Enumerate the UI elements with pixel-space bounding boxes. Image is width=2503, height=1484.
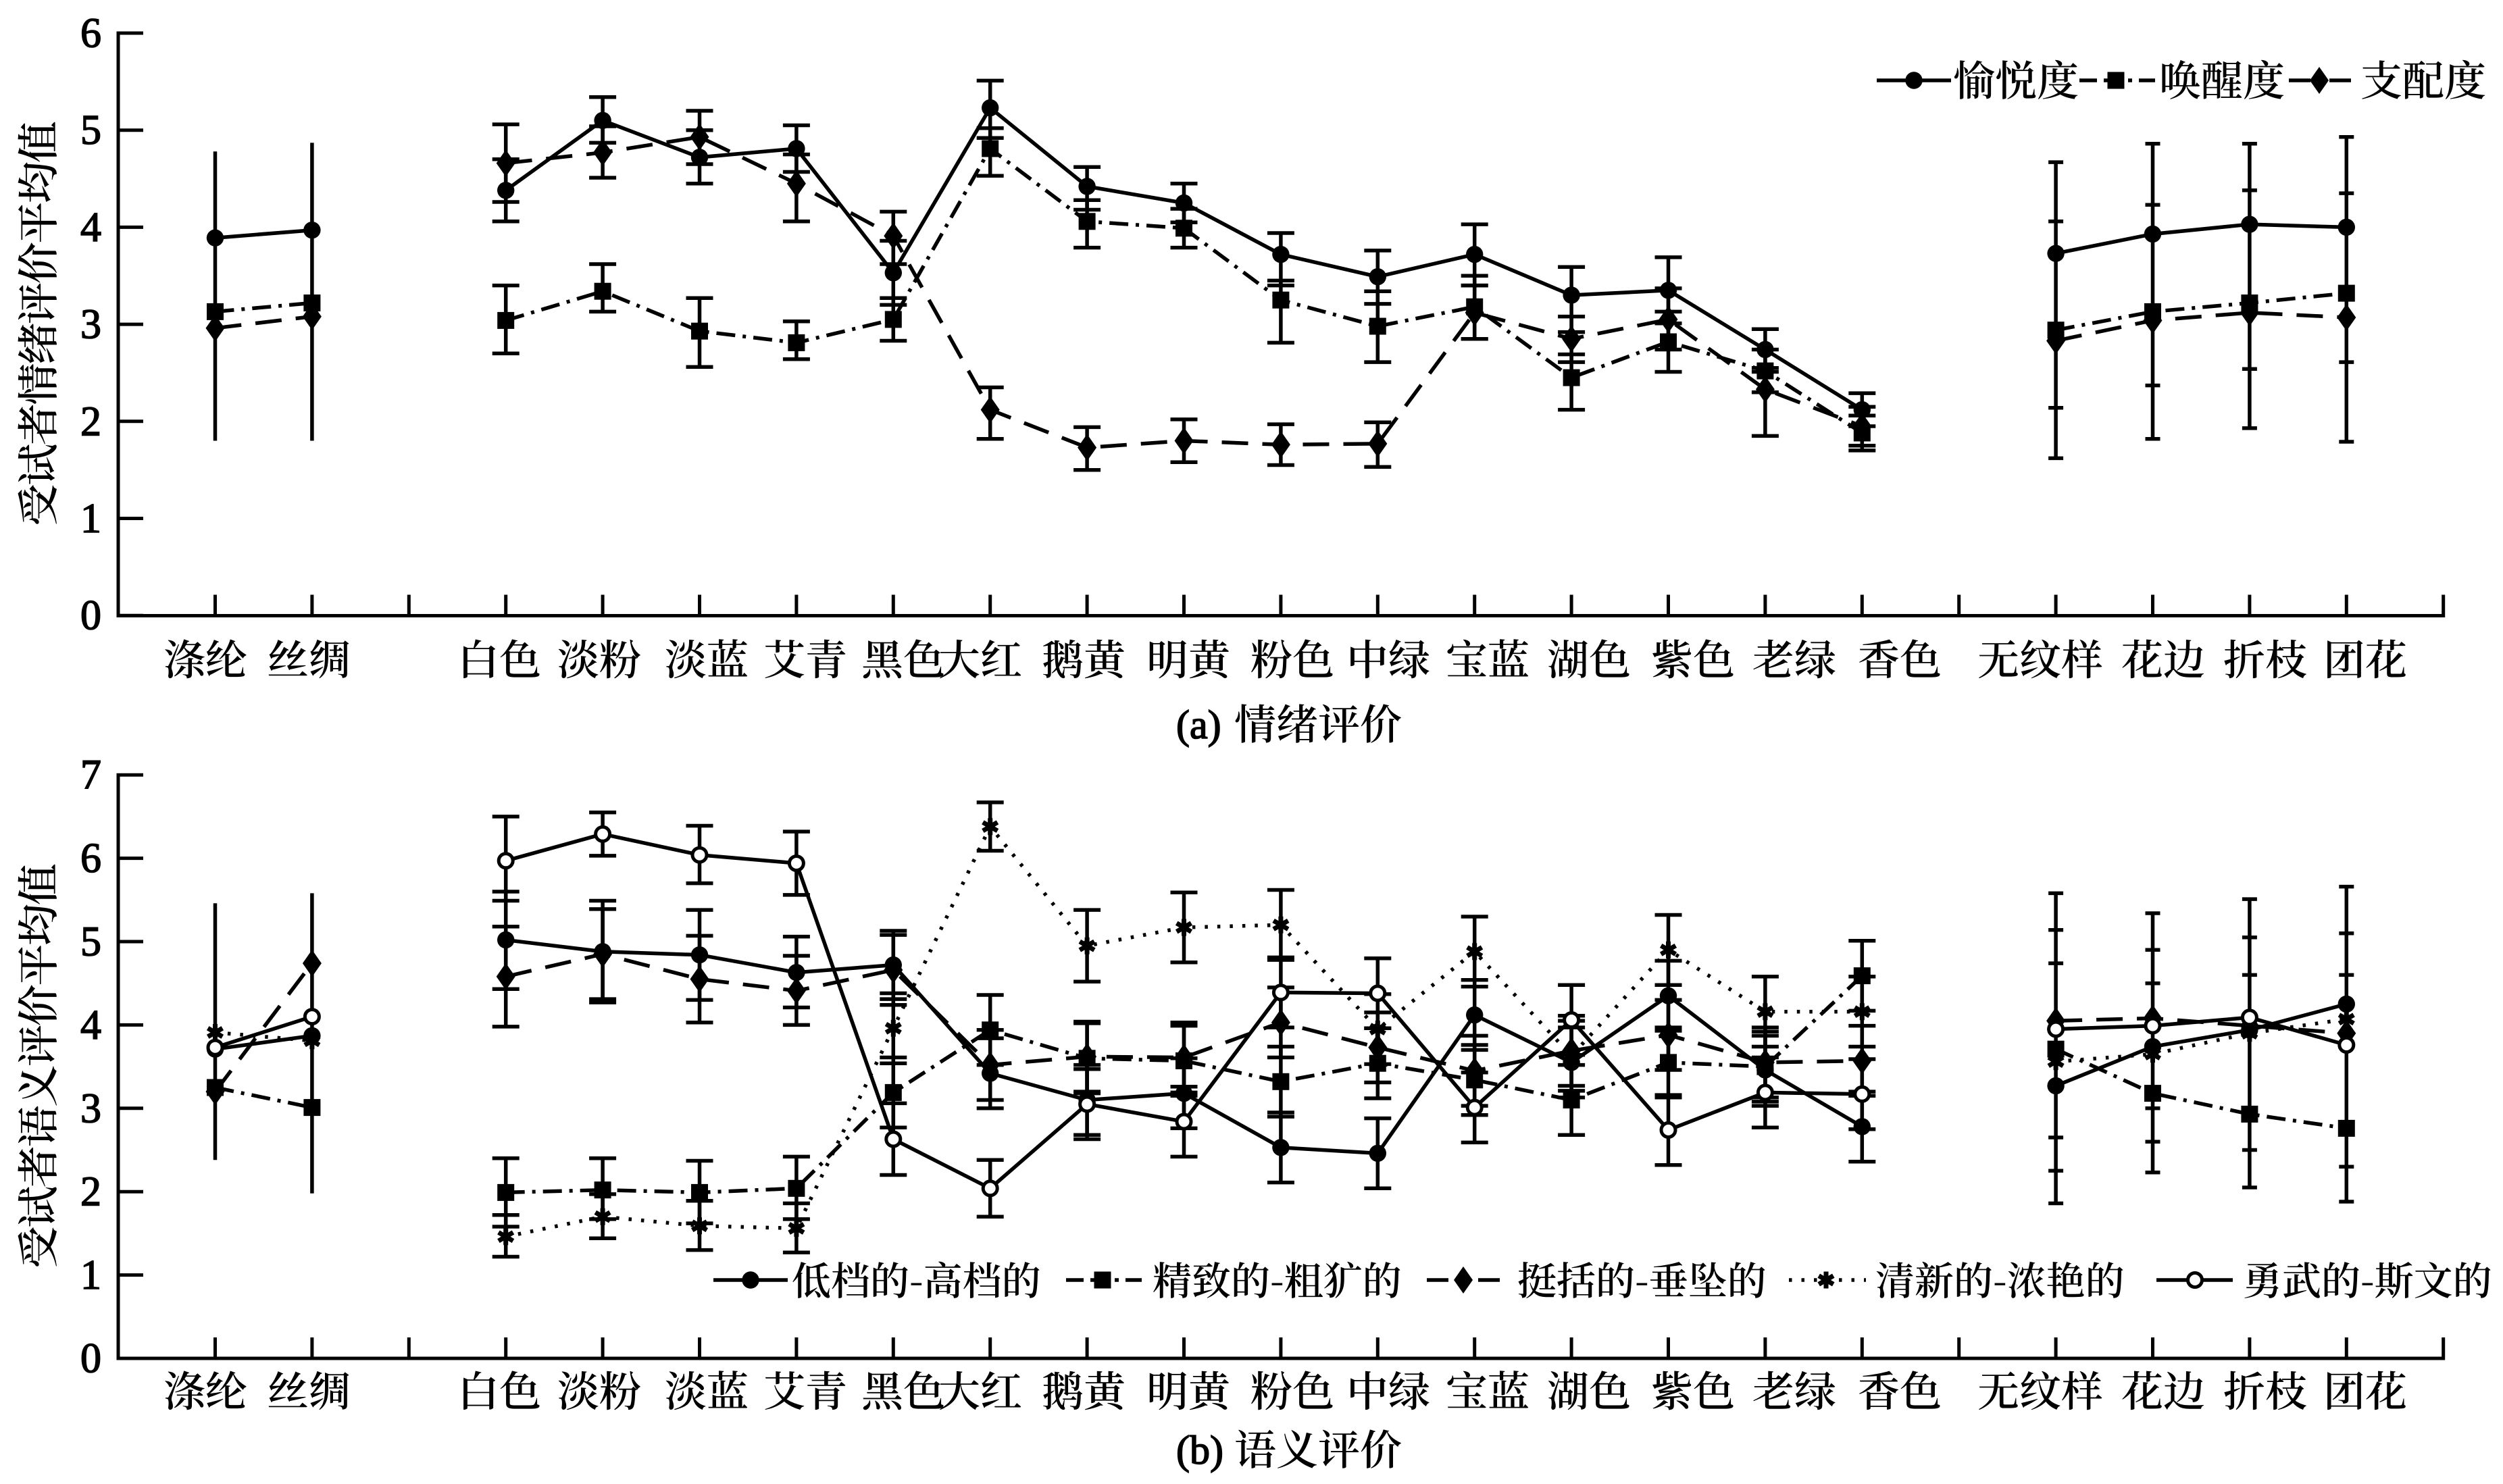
svg-text:5: 5 — [80, 107, 101, 153]
svg-text:0: 0 — [80, 593, 101, 639]
svg-text:2: 2 — [80, 399, 101, 444]
svg-text:0: 0 — [80, 1336, 101, 1382]
svg-text:7: 7 — [80, 752, 101, 798]
svg-text:6: 6 — [80, 836, 101, 881]
svg-text:2: 2 — [80, 1169, 101, 1215]
svg-text:4: 4 — [80, 205, 101, 251]
svg-text:5: 5 — [80, 919, 101, 965]
svg-text:1: 1 — [80, 496, 101, 542]
svg-text:(a): (a) — [1176, 702, 1221, 747]
svg-text:6: 6 — [80, 11, 101, 57]
svg-text:(b): (b) — [1176, 1428, 1223, 1473]
svg-text:3: 3 — [80, 1085, 101, 1131]
svg-text:4: 4 — [80, 1002, 101, 1048]
svg-text:3: 3 — [80, 302, 101, 348]
svg-text:1: 1 — [80, 1252, 101, 1298]
